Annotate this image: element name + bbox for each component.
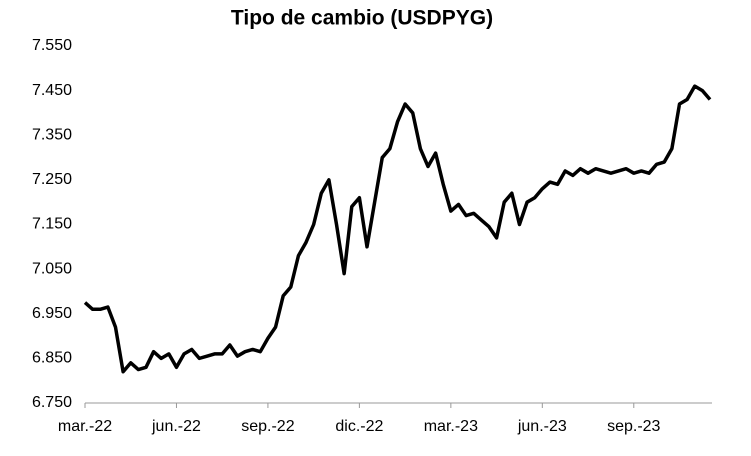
y-tick-label: 7.150 <box>32 216 72 233</box>
x-tick-label: jun.-22 <box>151 418 201 435</box>
series-line <box>83 84 712 374</box>
y-tick-label: 6.750 <box>32 394 72 411</box>
x-tick-label: mar.-23 <box>424 418 478 435</box>
x-tick-label: sep.-23 <box>607 418 660 435</box>
y-tick-label: 6.850 <box>32 350 72 367</box>
y-tick-label: 7.350 <box>32 126 72 143</box>
y-tick-label: 7.250 <box>32 171 72 188</box>
x-tick-label: dic.-22 <box>335 418 383 435</box>
y-tick-label: 6.950 <box>32 305 72 322</box>
x-tick-label: sep.-22 <box>241 418 294 435</box>
y-tick-label: 7.050 <box>32 260 72 277</box>
y-tick-label: 7.450 <box>32 82 72 99</box>
y-tick-label: 7.550 <box>32 37 72 54</box>
x-tick-label: mar.-22 <box>58 418 112 435</box>
x-tick-label: jun.-23 <box>517 418 567 435</box>
chart-title: Tipo de cambio (USDPYG) <box>231 7 493 30</box>
